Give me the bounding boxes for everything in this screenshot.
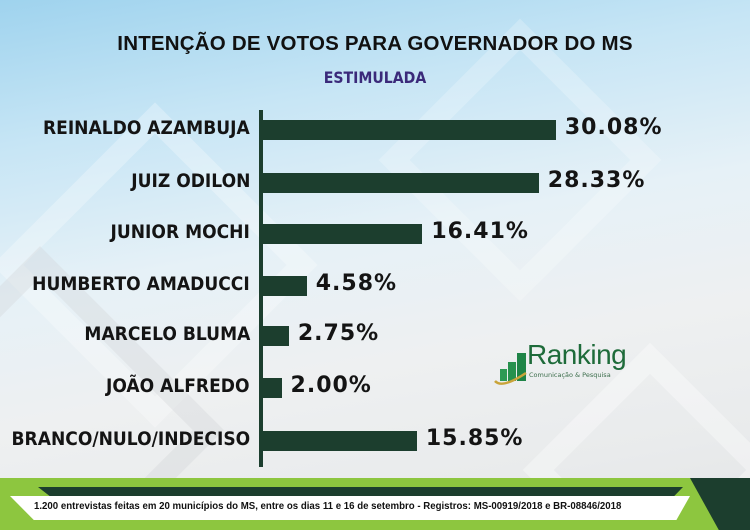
bar <box>262 378 282 398</box>
category-label: JUIZ ODILON <box>130 170 250 192</box>
bar-row: BRANCO/NULO/INDECISO 15.85% <box>0 426 750 451</box>
logo-name: Ranking <box>527 339 627 370</box>
category-label: MARCELO BLUMA <box>84 323 250 345</box>
footer-note-panel <box>10 496 690 520</box>
category-label: JOÃO ALFREDO <box>106 375 250 397</box>
value-label: 16.41% <box>431 219 529 244</box>
value-label: 28.33% <box>547 168 646 193</box>
value-label: 30.08% <box>564 115 663 140</box>
bar-row: JUNIOR MOCHI 16.41% <box>0 219 750 244</box>
bar-row: MARCELO BLUMA 2.75% <box>0 321 750 346</box>
background-diamond <box>378 18 662 302</box>
bar-row: JOÃO ALFREDO 2.00% <box>0 373 750 398</box>
category-label: HUMBERTO AMADUCCI <box>32 273 250 295</box>
logo-tagline: Comunicação & Pesquisa <box>529 371 611 379</box>
bar <box>262 276 307 296</box>
footer-note: 1.200 entrevistas feitas em 20 município… <box>34 500 622 512</box>
category-label: JUNIOR MOCHI <box>110 221 250 243</box>
bar <box>262 173 539 193</box>
bar <box>262 431 417 451</box>
y-axis-line <box>259 110 263 467</box>
category-label: BRANCO/NULO/INDECISO <box>11 428 250 450</box>
bar-row: JUIZ ODILON 28.33% <box>0 168 750 193</box>
bar <box>262 120 556 140</box>
bar <box>262 224 423 244</box>
bar-growth-icon <box>494 353 527 385</box>
chart-title: INTENÇÃO DE VOTOS PARA GOVERNADOR DO MS <box>117 32 633 55</box>
value-label: 15.85% <box>425 426 524 451</box>
ranking-logo: Ranking Comunicação & Pesquisa <box>492 339 632 388</box>
bar-row: HUMBERTO AMADUCCI 4.58% <box>0 271 750 296</box>
footer-accent-strip <box>38 487 683 497</box>
value-label: 2.75% <box>297 321 380 346</box>
bar <box>262 326 289 346</box>
chart-subtitle: ESTIMULADA <box>323 68 427 87</box>
bar-row: REINALDO AZAMBUJA 30.08% <box>0 115 750 140</box>
value-label: 4.58% <box>315 271 398 296</box>
category-label: REINALDO AZAMBUJA <box>43 117 250 139</box>
value-label: 2.00% <box>290 373 372 398</box>
